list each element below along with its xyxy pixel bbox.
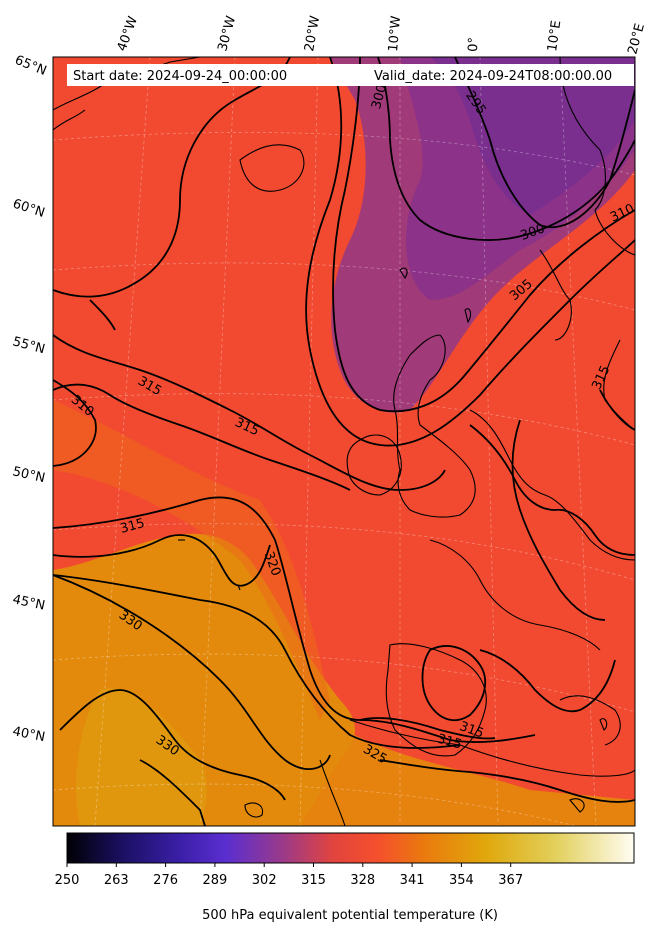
start-date-label: Start date: 2024-09-24_00:00:00 [73,69,287,84]
longitude-labels: 40°W 30°W 20°W 10°W 0° 10°E 20°E [115,14,648,56]
colorbar-tick-label: 263 [104,873,129,888]
colorbar-tick-label: 250 [55,873,80,888]
info-box: Start date: 2024-09-24_00:00:00 Valid_da… [67,64,634,86]
contour-label-315e: 315 [436,732,464,753]
contours [53,57,635,826]
contour-label-315c: 315 [119,516,147,537]
lat-label-50n: 50°N [11,464,46,486]
lat-label-45n: 45°N [11,592,46,613]
colorbar-tick-label: 367 [498,873,523,888]
lon-label-20w: 20°W [302,15,323,53]
colorbar-ticks: 250 263 276 289 302 315 328 341 354 367 [55,863,523,888]
latitude-labels: 65°N 60°N 55°N 50°N 45°N 40°N [11,53,49,745]
temperature-field [53,57,635,826]
lon-label-0: 0° [466,37,482,52]
lat-label-40n: 40°N [11,724,46,745]
colorbar-gradient [66,832,635,864]
colorbar-tick-label: 341 [400,873,425,888]
colorbar-tick-label: 289 [202,873,227,888]
lon-label-10e: 10°E [545,20,564,53]
lat-label-65n: 65°N [13,53,49,79]
lat-label-55n: 55°N [11,334,47,357]
colorbar-label: 500 hPa equivalent potential temperature… [202,908,498,923]
lon-label-30w: 30°W [215,14,239,53]
colorbar-tick-label: 276 [153,873,178,888]
lon-label-10w: 10°W [386,15,404,52]
colorbar-tick-label: 354 [449,873,474,888]
map-frame [52,56,636,827]
colorbar-tick-label: 328 [350,873,375,888]
lat-label-60n: 60°N [11,197,47,221]
lon-label-20e: 20°E [625,22,648,56]
colorbar-tick-label: 315 [301,873,326,888]
colorbar-tick-label: 302 [252,873,277,888]
contour-label-300a: 300 [369,83,390,111]
colorbar: 250 263 276 289 302 315 328 341 354 367 500 hPa e… [55,832,635,923]
valid-date-label: Valid_date: 2024-09-24T08:00:00.00 [374,69,612,84]
lon-label-40w: 40°W [115,14,141,53]
